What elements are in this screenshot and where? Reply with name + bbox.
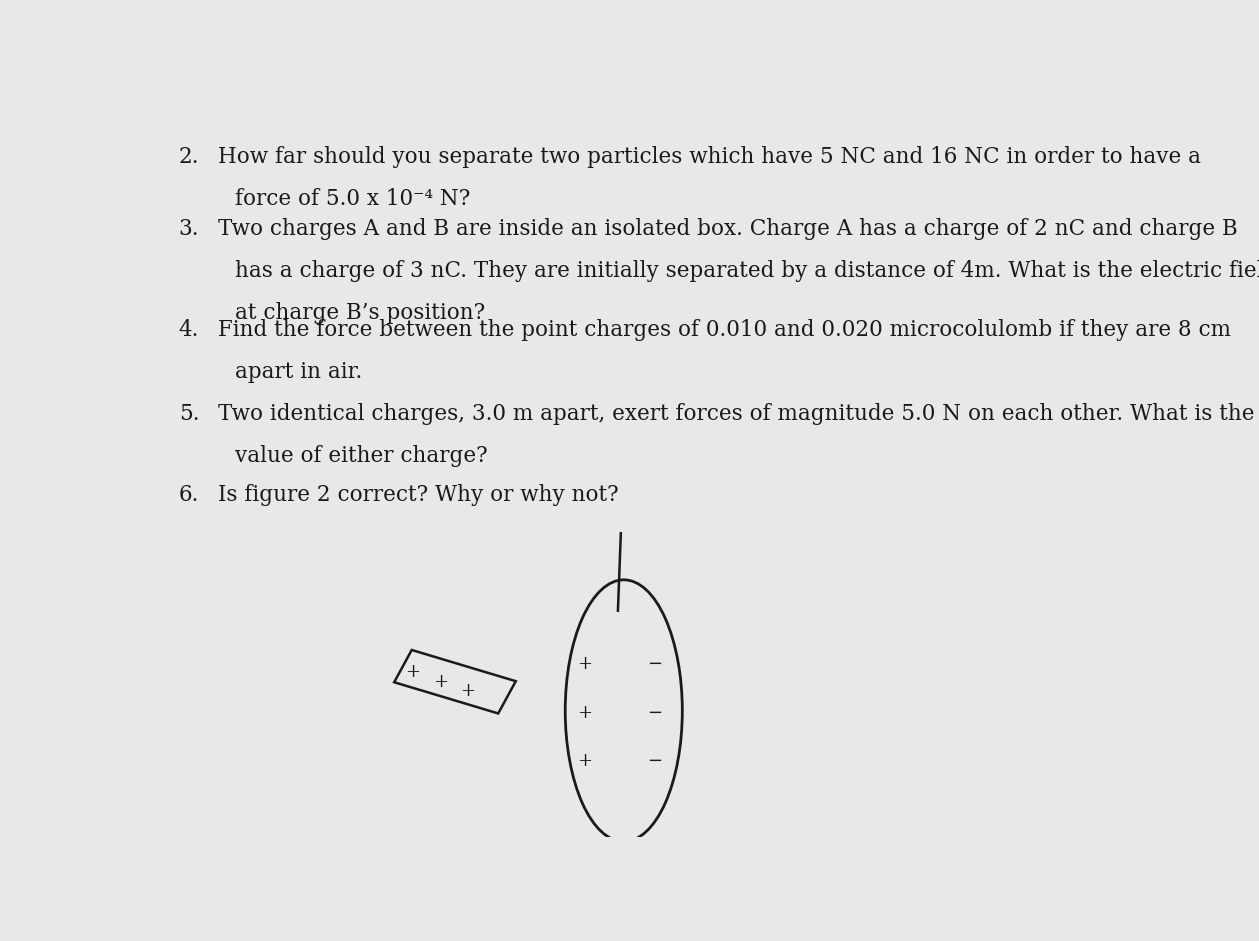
- Text: value of either charge?: value of either charge?: [235, 445, 488, 467]
- Text: +: +: [577, 753, 592, 771]
- Text: force of 5.0 x 10⁻⁴ N?: force of 5.0 x 10⁻⁴ N?: [235, 187, 471, 210]
- Text: +: +: [433, 673, 448, 691]
- Text: +: +: [577, 704, 592, 722]
- Text: 5.: 5.: [179, 403, 199, 424]
- Text: 2.: 2.: [179, 146, 199, 167]
- Text: at charge B’s position?: at charge B’s position?: [235, 302, 486, 324]
- Text: Is figure 2 correct? Why or why not?: Is figure 2 correct? Why or why not?: [218, 484, 618, 506]
- Text: How far should you separate two particles which have 5 NC and 16 NC in order to : How far should you separate two particle…: [218, 146, 1201, 167]
- Text: 3.: 3.: [179, 218, 199, 240]
- Text: apart in air.: apart in air.: [235, 361, 363, 383]
- Text: +: +: [405, 663, 421, 681]
- Text: Two identical charges, 3.0 m apart, exert forces of magnitude 5.0 N on each othe: Two identical charges, 3.0 m apart, exer…: [218, 403, 1254, 424]
- Text: Two charges A and B are inside an isolated box. Charge A has a charge of 2 nC an: Two charges A and B are inside an isolat…: [218, 218, 1238, 240]
- Text: +: +: [460, 682, 475, 700]
- Text: Find the force between the point charges of 0.010 and 0.020 microcolulomb if the: Find the force between the point charges…: [218, 319, 1231, 342]
- Text: has a charge of 3 nC. They are initially separated by a distance of 4m. What is : has a charge of 3 nC. They are initially…: [235, 260, 1259, 282]
- Text: 4.: 4.: [179, 319, 199, 342]
- Text: 6.: 6.: [179, 484, 199, 506]
- Text: −: −: [647, 753, 662, 771]
- Text: −: −: [647, 655, 662, 673]
- Text: −: −: [647, 704, 662, 722]
- Text: +: +: [577, 655, 592, 673]
